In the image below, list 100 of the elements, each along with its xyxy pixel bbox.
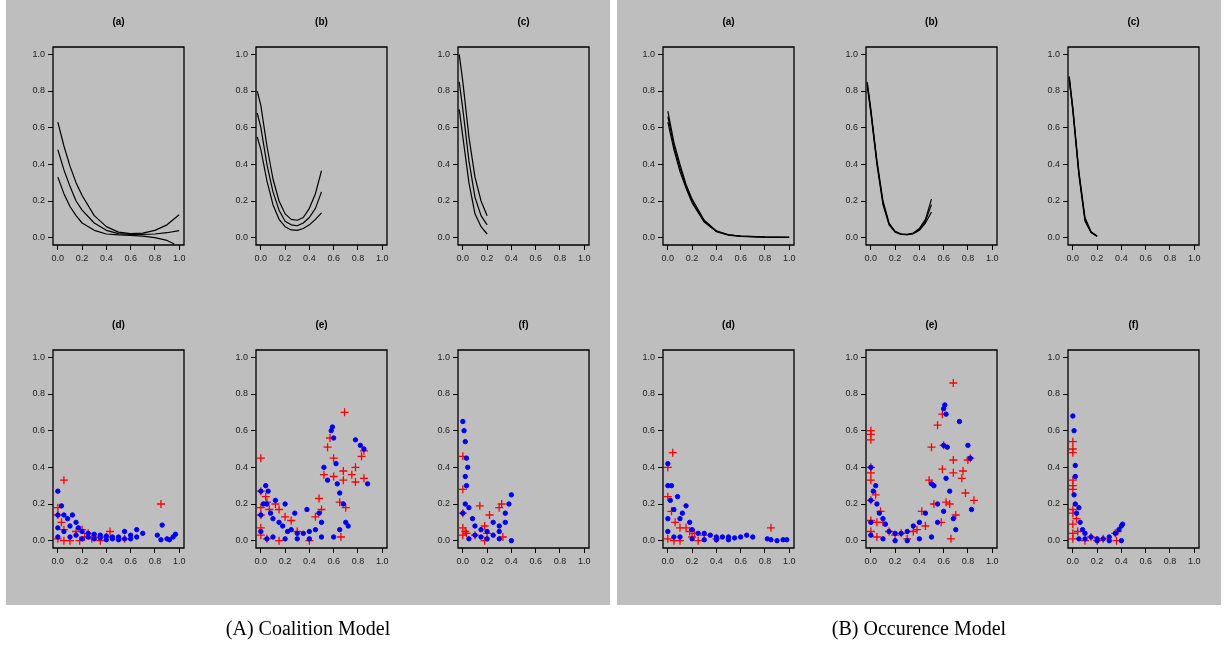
x-tick-label: 0.8 <box>148 555 162 566</box>
x-tick-label: 1.0 <box>375 252 389 263</box>
x-tick-label: 1.0 <box>985 555 999 566</box>
x-tick-label: 1.0 <box>172 252 186 263</box>
y-tick-label: 0.4 <box>32 158 45 169</box>
x-tick-label: 0.0 <box>661 252 675 263</box>
chart-title: (b) <box>925 15 938 27</box>
x-tick-label: 0.8 <box>148 252 162 263</box>
y-tick-label: 0.4 <box>235 158 248 169</box>
y-tick-label: 1.0 <box>1047 351 1060 362</box>
x-tick-label: 0.8 <box>1163 555 1177 566</box>
y-tick-label: 0.0 <box>437 535 450 546</box>
x-tick-label: 0.0 <box>254 252 268 263</box>
y-tick-label: 0.2 <box>32 195 45 206</box>
x-tick-label: 0.2 <box>75 555 89 566</box>
x-tick-label: 0.2 <box>278 252 292 263</box>
y-tick-label: 1.0 <box>32 48 45 59</box>
x-tick-label: 0.2 <box>888 252 902 263</box>
x-tick-label: 0.4 <box>303 252 316 263</box>
y-tick-label: 1.0 <box>235 351 248 362</box>
y-tick-label: 0.2 <box>32 498 45 509</box>
x-tick-label: 0.8 <box>758 555 772 566</box>
y-tick-label: 0.6 <box>437 122 450 133</box>
y-tick-label: 0.6 <box>845 122 858 133</box>
y-tick-label: 0.0 <box>642 535 655 546</box>
y-tick-label: 0.6 <box>32 425 45 436</box>
x-tick-label: 1.0 <box>1187 252 1201 263</box>
y-tick-label: 1.0 <box>437 48 450 59</box>
chart-title: (a) <box>112 15 125 27</box>
x-tick-label: 0.8 <box>351 252 365 263</box>
y-tick-label: 0.4 <box>32 461 45 472</box>
x-tick-label: 0.0 <box>254 555 268 566</box>
y-tick-label: 0.4 <box>437 158 450 169</box>
chart-title: (d) <box>722 318 735 330</box>
x-tick-label: 0.2 <box>278 555 292 566</box>
y-tick-label: 0.6 <box>642 122 655 133</box>
y-tick-label: 0.0 <box>845 535 858 546</box>
y-tick-label: 0.6 <box>437 425 450 436</box>
y-tick-label: 0.2 <box>235 195 248 206</box>
y-tick-label: 0.6 <box>845 425 858 436</box>
x-tick-label: 1.0 <box>375 555 389 566</box>
x-tick-label: 0.2 <box>480 252 494 263</box>
y-tick-label: 0.2 <box>1047 498 1060 509</box>
x-tick-label: 0.2 <box>75 252 89 263</box>
chart-title: (e) <box>925 318 938 330</box>
y-tick-label: 0.4 <box>1047 461 1060 472</box>
x-tick-label: 0.6 <box>327 555 340 566</box>
x-tick-label: 0.4 <box>710 555 723 566</box>
y-tick-label: 0.4 <box>845 461 858 472</box>
x-tick-label: 0.2 <box>480 555 494 566</box>
x-tick-label: 1.0 <box>782 252 796 263</box>
y-tick-label: 1.0 <box>437 351 450 362</box>
y-tick-label: 0.2 <box>845 195 858 206</box>
y-tick-label: 1.0 <box>32 351 45 362</box>
x-tick-label: 0.8 <box>758 252 772 263</box>
x-tick-label: 0.8 <box>961 252 975 263</box>
x-tick-label: 0.6 <box>937 555 950 566</box>
x-tick-label: 0.2 <box>888 555 902 566</box>
y-tick-label: 0.6 <box>32 122 45 133</box>
y-tick-label: 0.8 <box>845 85 858 96</box>
y-tick-label: 0.0 <box>845 232 858 243</box>
y-tick-label: 0.0 <box>437 232 450 243</box>
y-tick-label: 0.8 <box>32 85 45 96</box>
x-tick-label: 1.0 <box>577 555 591 566</box>
y-tick-label: 0.4 <box>642 158 655 169</box>
y-tick-label: 1.0 <box>845 48 858 59</box>
y-tick-label: 1.0 <box>845 351 858 362</box>
y-tick-label: 0.4 <box>1047 158 1060 169</box>
y-tick-label: 0.2 <box>845 498 858 509</box>
y-tick-label: 1.0 <box>642 48 655 59</box>
y-tick-label: 0.8 <box>235 388 248 399</box>
x-tick-label: 0.4 <box>710 252 723 263</box>
x-tick-label: 0.0 <box>51 555 65 566</box>
y-tick-label: 0.2 <box>1047 195 1060 206</box>
x-tick-label: 1.0 <box>782 555 796 566</box>
x-tick-label: 0.6 <box>1139 252 1152 263</box>
y-tick-label: 1.0 <box>235 48 248 59</box>
y-tick-label: 0.8 <box>437 388 450 399</box>
y-tick-label: 0.4 <box>437 461 450 472</box>
chart-title: (c) <box>517 15 530 27</box>
x-tick-label: 0.8 <box>553 555 567 566</box>
y-tick-label: 0.0 <box>32 232 45 243</box>
x-tick-label: 0.8 <box>553 252 567 263</box>
x-tick-label: 0.6 <box>124 555 137 566</box>
x-tick-label: 1.0 <box>577 252 591 263</box>
y-tick-label: 0.4 <box>845 158 858 169</box>
y-tick-label: 0.8 <box>1047 85 1060 96</box>
y-tick-label: 0.8 <box>1047 388 1060 399</box>
y-tick-label: 0.0 <box>235 535 248 546</box>
x-tick-label: 0.2 <box>1090 252 1104 263</box>
text: (B) Occurence Model <box>830 617 1008 640</box>
y-tick-label: 0.6 <box>235 122 248 133</box>
x-tick-label: 0.0 <box>456 252 470 263</box>
x-tick-label: 0.0 <box>1066 555 1080 566</box>
x-tick-label: 1.0 <box>985 252 999 263</box>
x-tick-label: 0.0 <box>661 555 675 566</box>
x-tick-label: 0.6 <box>124 252 137 263</box>
y-tick-label: 0.6 <box>1047 425 1060 436</box>
x-tick-label: 0.4 <box>913 252 926 263</box>
y-tick-label: 0.2 <box>437 498 450 509</box>
